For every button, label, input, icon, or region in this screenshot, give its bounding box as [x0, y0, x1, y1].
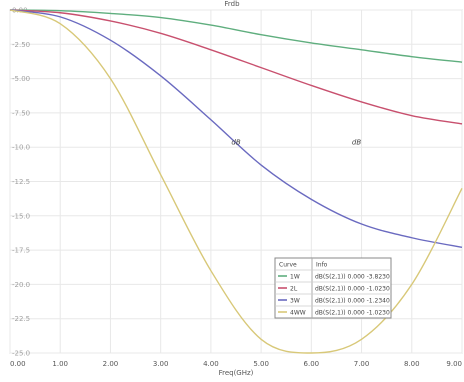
- legend-entry-name: 4WW: [290, 310, 306, 317]
- y-tick-label: -17.5: [12, 247, 30, 255]
- x-axis-title: Freq(GHz): [219, 369, 254, 377]
- series-line-4ww: [9, 9, 463, 354]
- chart-title: Frdb: [224, 0, 240, 8]
- y-tick-label: -7.50: [12, 109, 30, 117]
- legend-entry-name: 3W: [290, 298, 300, 305]
- x-tick-label: 0.00: [10, 360, 26, 368]
- x-tick-label: 3.00: [153, 360, 169, 368]
- x-tick-label: 7.00: [354, 360, 370, 368]
- y-tick-label: -22.5: [12, 315, 30, 323]
- x-tick-label: 6.00: [304, 360, 320, 368]
- legend-box: [274, 257, 392, 319]
- x-tick-label: 2.00: [103, 360, 119, 368]
- x-tick-label: 8.00: [404, 360, 420, 368]
- series-line-2l: [9, 9, 463, 125]
- y-tick-label: -5.00: [12, 75, 30, 83]
- series-line-3w: [9, 9, 463, 249]
- legend-entry-info: dB(S(2,1)) 0.000 -1.0230: [315, 310, 390, 317]
- legend-entry-name: 1W: [290, 274, 300, 281]
- y-tick-label: -12.5: [12, 178, 30, 186]
- x-tick-label: 1.00: [52, 360, 68, 368]
- curve-label: dB: [231, 138, 240, 146]
- legend-entry-info: dB(S(2,1)) 0.000 -3.8230: [315, 274, 390, 281]
- y-tick-label: -2.50: [12, 41, 30, 49]
- series-group: [9, 9, 463, 354]
- y-tick-label: -20.0: [12, 281, 30, 289]
- legend-entry-info: dB(S(2,1)) 0.000 -1.2340: [315, 298, 390, 305]
- curve-label: dB: [352, 138, 361, 146]
- series-line-1w: [9, 9, 463, 63]
- legend-entry-info: dB(S(2,1)) 0.000 -1.0230: [315, 286, 390, 293]
- legend: Curve Info 1W dB(S(2,1)) 0.000 -3.8230 2L dB(…: [274, 257, 392, 319]
- y-tick-label: -25.0: [12, 350, 30, 358]
- x-tick-label: 4.00: [203, 360, 219, 368]
- legend-entry-name: 2L: [290, 286, 298, 293]
- legend-header-curve: Curve: [279, 262, 297, 269]
- y-tick-label: -10.0: [12, 144, 30, 152]
- x-tick-labels: 0.00 1.00 2.00 3.00 4.00 5.00 6.00 7.00 8.00 9.00: [10, 360, 462, 368]
- curve-labels-group: dB dB: [231, 138, 361, 146]
- y-tick-label: -15.0: [12, 212, 30, 220]
- legend-header-info: Info: [316, 262, 328, 269]
- x-tick-label: 9.00: [446, 360, 462, 368]
- x-tick-label: 5.00: [253, 360, 269, 368]
